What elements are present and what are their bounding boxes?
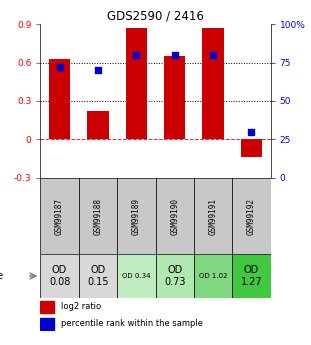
Text: GSM99192: GSM99192 bbox=[247, 198, 256, 235]
Bar bbox=[202, 28, 224, 139]
Bar bbox=[40, 255, 79, 298]
Point bbox=[57, 65, 62, 70]
Point bbox=[172, 52, 177, 58]
Text: OD
0.08: OD 0.08 bbox=[49, 265, 70, 287]
Text: GSM99187: GSM99187 bbox=[55, 198, 64, 235]
Point bbox=[249, 129, 254, 134]
Bar bbox=[241, 139, 262, 157]
Bar bbox=[79, 255, 117, 298]
Bar bbox=[87, 111, 109, 139]
Bar bbox=[40, 178, 79, 255]
Text: OD 0.34: OD 0.34 bbox=[122, 273, 151, 279]
Bar bbox=[194, 178, 232, 255]
Text: GSM99188: GSM99188 bbox=[94, 198, 102, 235]
Text: age: age bbox=[0, 271, 4, 281]
Text: OD
0.73: OD 0.73 bbox=[164, 265, 185, 287]
Bar bbox=[232, 255, 271, 298]
Text: GSM99191: GSM99191 bbox=[209, 198, 217, 235]
Point bbox=[211, 52, 216, 58]
Bar bbox=[156, 178, 194, 255]
Bar bbox=[40, 318, 54, 329]
Text: GSM99189: GSM99189 bbox=[132, 198, 141, 235]
Bar bbox=[117, 255, 156, 298]
Bar bbox=[126, 28, 147, 139]
Bar bbox=[164, 56, 185, 139]
Bar bbox=[156, 255, 194, 298]
Bar bbox=[117, 178, 156, 255]
Bar bbox=[232, 178, 271, 255]
Title: GDS2590 / 2416: GDS2590 / 2416 bbox=[107, 10, 204, 23]
Text: OD 1.02: OD 1.02 bbox=[199, 273, 227, 279]
Point bbox=[134, 52, 139, 58]
Text: percentile rank within the sample: percentile rank within the sample bbox=[61, 319, 203, 328]
Text: OD
1.27: OD 1.27 bbox=[241, 265, 262, 287]
Bar bbox=[194, 255, 232, 298]
Text: OD
0.15: OD 0.15 bbox=[87, 265, 109, 287]
Point bbox=[95, 67, 100, 73]
Bar bbox=[49, 59, 70, 139]
Text: log2 ratio: log2 ratio bbox=[61, 302, 101, 311]
Bar bbox=[79, 178, 117, 255]
Bar bbox=[40, 301, 54, 313]
Text: GSM99190: GSM99190 bbox=[170, 198, 179, 235]
